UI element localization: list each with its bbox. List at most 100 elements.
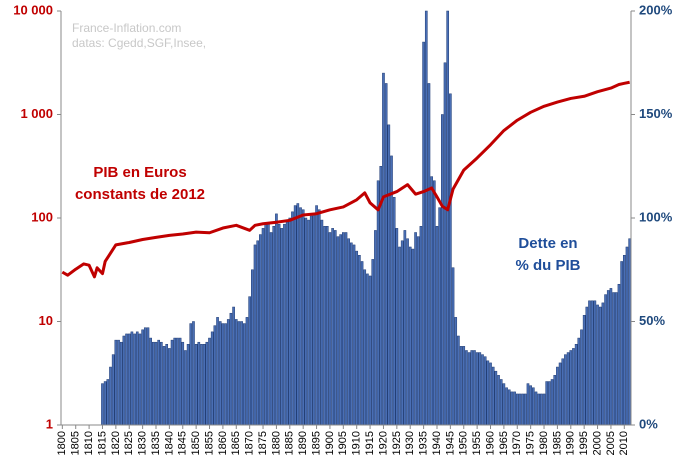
x-tick-label: 1870 — [244, 431, 256, 455]
bar — [154, 341, 158, 426]
bar — [307, 219, 310, 426]
bar — [462, 346, 466, 426]
x-tick-label: 1800 — [56, 431, 68, 455]
bar — [534, 391, 538, 426]
x-tick-label: 2000 — [591, 431, 603, 455]
bar — [237, 321, 241, 426]
bar — [628, 238, 631, 426]
bar — [400, 240, 404, 426]
bar — [229, 312, 233, 426]
bar — [197, 341, 201, 426]
x-tick-label: 1840 — [163, 431, 175, 455]
x-tick-label: 1925 — [391, 431, 403, 455]
bar — [411, 248, 415, 426]
bar — [301, 209, 305, 426]
bar — [601, 302, 605, 426]
bar — [358, 255, 361, 426]
bar — [312, 213, 316, 426]
source: datas: Cgedd,SGF,Insee, — [72, 36, 206, 50]
bar — [251, 269, 254, 426]
bar — [277, 223, 281, 426]
bar — [186, 344, 190, 426]
bar — [537, 393, 540, 426]
bar — [184, 350, 187, 426]
bar — [515, 393, 519, 426]
x-tick-label: 1920 — [377, 431, 389, 455]
series-label: PIB en Euros — [93, 164, 186, 181]
bar — [224, 323, 227, 426]
bar — [606, 290, 610, 426]
bar — [521, 393, 524, 426]
bar — [617, 283, 621, 426]
bar — [441, 114, 444, 426]
bar — [526, 383, 530, 426]
bar — [342, 232, 345, 426]
x-tick-label: 1950 — [458, 431, 470, 455]
x-tick-label: 1850 — [190, 431, 202, 455]
y-tick-label: 100 — [31, 209, 53, 224]
bar — [213, 325, 217, 426]
x-tick-label: 1815 — [96, 431, 108, 455]
bar — [352, 244, 356, 426]
bar — [384, 83, 388, 426]
bar — [422, 41, 425, 426]
series-label: constants de 2012 — [75, 186, 205, 203]
bar — [267, 223, 270, 426]
bar — [406, 238, 409, 426]
bar — [333, 230, 337, 426]
bar — [283, 223, 286, 426]
x-tick-label: 1975 — [525, 431, 537, 455]
x-tick-label: 1940 — [431, 431, 443, 455]
bar — [114, 339, 118, 426]
bar — [574, 344, 578, 426]
bar — [122, 335, 126, 426]
bar — [513, 391, 516, 426]
bar — [491, 366, 495, 426]
bar — [432, 180, 436, 426]
bar — [438, 207, 441, 426]
bar — [408, 246, 412, 426]
bar — [117, 339, 120, 426]
bar — [106, 379, 110, 426]
bar — [315, 205, 318, 426]
bar — [569, 350, 573, 426]
y2-tick-label: 150% — [639, 106, 673, 121]
x-tick-label: 1965 — [498, 431, 510, 455]
bar — [138, 333, 142, 426]
x-tick-label: 1960 — [484, 431, 496, 455]
bar — [133, 333, 136, 426]
bar — [234, 319, 238, 426]
x-tick-label: 1990 — [565, 431, 577, 455]
x-tick-label: 1900 — [324, 431, 336, 455]
bar — [585, 306, 589, 426]
bar — [395, 228, 399, 426]
bar — [181, 341, 185, 426]
x-tick-label: 1905 — [337, 431, 349, 455]
x-tick-label: 1890 — [297, 431, 309, 455]
x-tick-label: 1875 — [257, 431, 269, 455]
bar — [556, 366, 559, 426]
bar — [226, 319, 230, 426]
bar — [540, 393, 543, 426]
bar — [529, 385, 532, 426]
bar — [160, 341, 163, 426]
bar — [141, 329, 144, 426]
bar — [553, 375, 557, 426]
bar — [390, 155, 393, 426]
bar — [368, 275, 372, 426]
bar — [532, 387, 535, 426]
x-tick-label: 1985 — [551, 431, 563, 455]
bar — [194, 344, 198, 426]
y-tick-label: 10 000 — [13, 2, 53, 17]
bar — [363, 269, 367, 426]
bar — [387, 124, 391, 426]
bar — [176, 337, 179, 426]
bar — [419, 226, 423, 426]
bar — [403, 230, 407, 426]
bar — [371, 259, 375, 426]
bar — [275, 213, 278, 426]
bar — [545, 381, 549, 426]
bar — [494, 370, 498, 426]
bar — [253, 244, 257, 426]
y-tick-label: 10 — [39, 313, 53, 328]
